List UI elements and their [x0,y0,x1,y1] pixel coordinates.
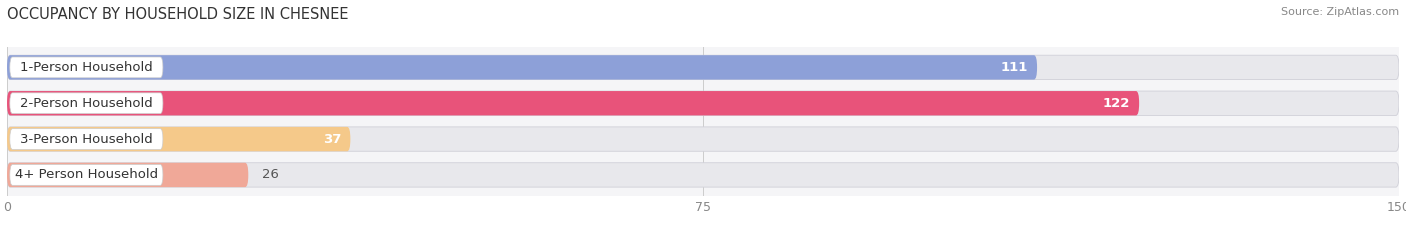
FancyBboxPatch shape [7,163,249,187]
FancyBboxPatch shape [10,57,163,78]
Text: OCCUPANCY BY HOUSEHOLD SIZE IN CHESNEE: OCCUPANCY BY HOUSEHOLD SIZE IN CHESNEE [7,7,349,22]
Text: 26: 26 [262,168,280,182]
Text: 37: 37 [323,133,342,146]
Text: 1-Person Household: 1-Person Household [20,61,153,74]
FancyBboxPatch shape [7,91,1399,115]
Text: 3-Person Household: 3-Person Household [20,133,153,146]
FancyBboxPatch shape [10,93,163,114]
FancyBboxPatch shape [7,127,350,151]
FancyBboxPatch shape [10,129,163,150]
FancyBboxPatch shape [7,91,1139,115]
FancyBboxPatch shape [7,163,1399,187]
Text: 111: 111 [1001,61,1028,74]
Text: Source: ZipAtlas.com: Source: ZipAtlas.com [1281,7,1399,17]
Text: 122: 122 [1102,97,1130,110]
FancyBboxPatch shape [7,127,1399,151]
Text: 4+ Person Household: 4+ Person Household [15,168,157,182]
FancyBboxPatch shape [7,55,1038,80]
Text: 2-Person Household: 2-Person Household [20,97,153,110]
FancyBboxPatch shape [7,55,1399,80]
FancyBboxPatch shape [10,164,163,185]
